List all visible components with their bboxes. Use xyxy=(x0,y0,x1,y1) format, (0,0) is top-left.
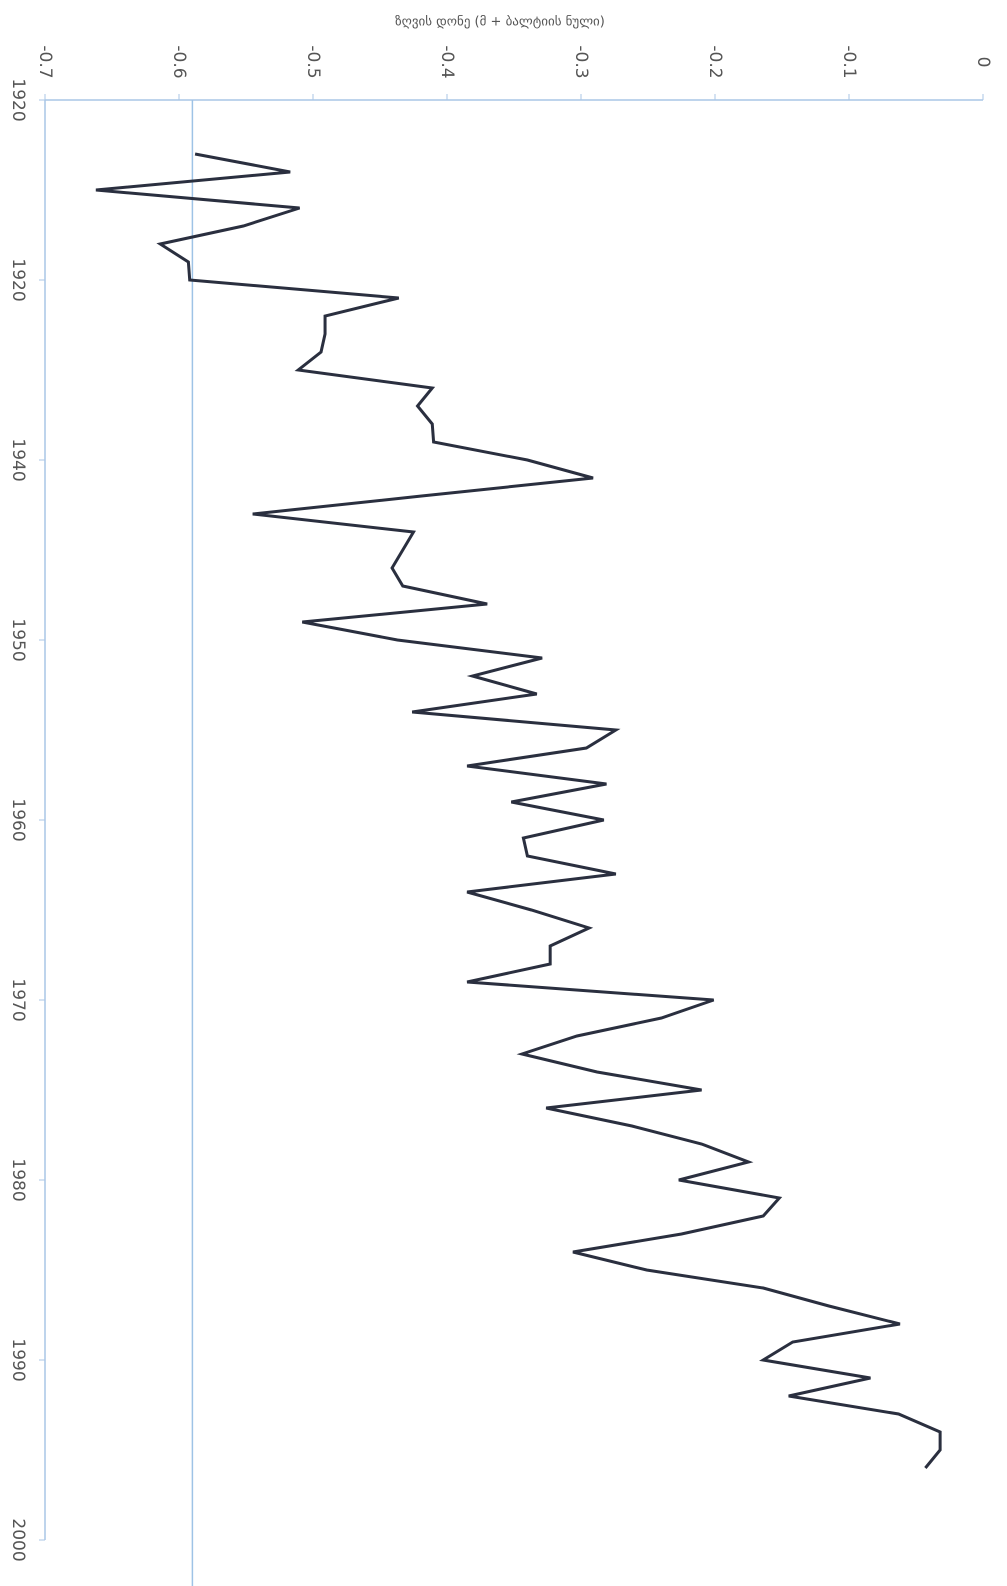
y-tick-label: -0.5 xyxy=(303,45,323,78)
x-tick-label: 1970 xyxy=(8,978,28,1021)
x-tick-label: 1990 xyxy=(8,1338,28,1381)
x-tick-label: 1940 xyxy=(8,438,28,481)
y-tick-label: -0.7 xyxy=(35,45,55,78)
x-tick-label: 1950 xyxy=(8,618,28,661)
x-tick-label: 1980 xyxy=(8,1158,28,1201)
y-tick-label: -0.1 xyxy=(839,45,859,78)
data-line xyxy=(95,152,942,1469)
y-tick-label: -0.6 xyxy=(169,45,189,78)
y-tick-label: -0.3 xyxy=(571,45,591,78)
axis-title: ზღვის დონე (მ + ბალტიის ნული) xyxy=(395,15,605,30)
y-tick-label: -0.4 xyxy=(437,45,457,78)
x-tick-label: 1960 xyxy=(8,798,28,841)
x-tick-label: 1920 xyxy=(8,258,28,301)
x-tick-label: 2000 xyxy=(8,1518,28,1561)
y-tick-label: 0 xyxy=(973,57,993,68)
x-tick-label: 1920 xyxy=(8,78,28,121)
y-tick-label: -0.2 xyxy=(705,45,725,78)
